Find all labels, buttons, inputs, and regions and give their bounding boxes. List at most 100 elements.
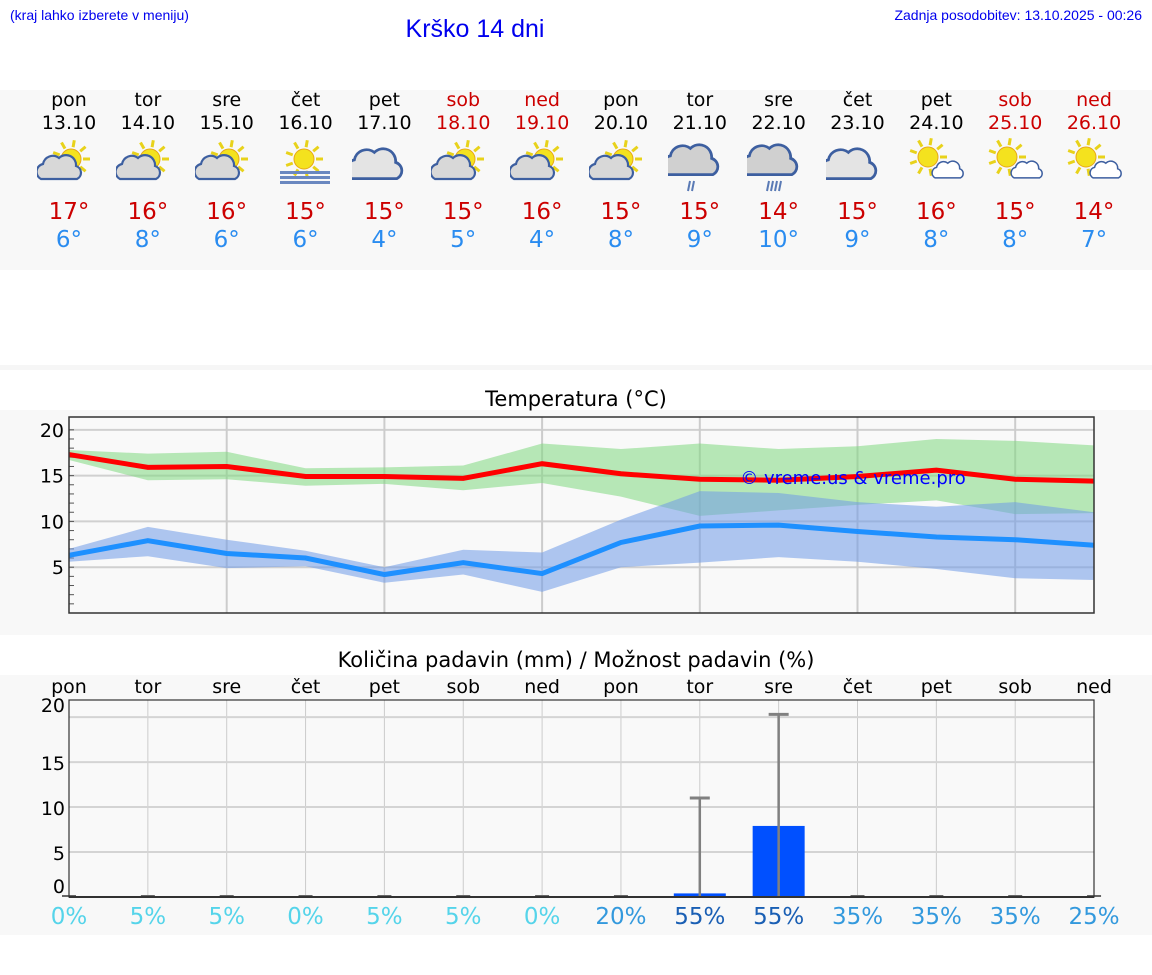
weather-icon	[423, 135, 503, 191]
max-temperature: 15°	[837, 199, 878, 225]
precip-day-name: sob	[446, 676, 481, 698]
max-temperature-range-band	[69, 438, 1095, 516]
day-date: 22.10	[751, 112, 806, 134]
max-temperature: 14°	[1073, 199, 1115, 225]
precip-day-name: pon	[603, 676, 639, 698]
max-temperature: 14°	[758, 199, 800, 225]
page-title: Krško 14 dni	[405, 15, 545, 43]
mostly-sunny-icon	[909, 138, 965, 179]
precip-day-name: čet	[842, 676, 873, 698]
day-date: 20.10	[593, 112, 649, 134]
precip-day-name: sre	[764, 676, 794, 698]
max-temperature: 15°	[994, 199, 1036, 225]
day-date: 25.10	[987, 112, 1043, 134]
day-name: sob	[998, 89, 1032, 111]
min-temperature: 5°	[450, 227, 477, 253]
min-temperature: 8°	[923, 227, 950, 253]
precip-day-name: tor	[686, 676, 714, 698]
precip-day-name: sre	[212, 676, 242, 698]
y-tick-label: 5	[53, 843, 65, 865]
precip-day-name: pon	[51, 676, 87, 698]
precip-probability: 20%	[595, 904, 647, 930]
weather-icon	[660, 135, 740, 192]
min-temperature-range-band	[69, 491, 1095, 592]
day-name: pon	[51, 89, 87, 111]
min-temperature: 9°	[686, 227, 713, 253]
day-date: 17.10	[357, 112, 412, 134]
day-name: pet	[920, 89, 952, 111]
y-tick-label: 20	[40, 420, 64, 442]
min-temperature-line	[68, 522, 1095, 578]
y-tick-label: 5	[52, 557, 64, 579]
day-date: 14.10	[120, 112, 176, 134]
min-temperature: 6°	[292, 227, 319, 253]
precip-day-name: pet	[920, 676, 952, 698]
max-temperature-line	[68, 452, 1095, 484]
precip-probability: 35%	[989, 904, 1041, 930]
precip-day-name: sob	[998, 676, 1032, 698]
y-tick-label: 0	[53, 876, 65, 898]
y-tick-label: 20	[41, 695, 65, 717]
precip-probability: 5%	[129, 904, 167, 930]
location-hint[interactable]: (kraj lahko izberete v meniju)	[10, 7, 189, 23]
precip-day-name: ned	[524, 676, 560, 698]
temperature-chart-title: Temperatura (°C)	[485, 387, 667, 411]
weather-icon	[818, 135, 898, 191]
precip-day-name: tor	[134, 676, 162, 698]
day-name: čet	[290, 89, 321, 111]
day-date: 19.10	[514, 112, 570, 134]
partly-cloudy-icon	[115, 140, 169, 181]
weather-icon	[108, 135, 188, 191]
precip-probability: 55%	[753, 904, 805, 930]
precip-probability: 35%	[910, 904, 962, 930]
precip-probability: 5%	[445, 904, 482, 930]
mostly-sunny-icon	[988, 138, 1044, 179]
precip-probability: 25%	[1068, 904, 1120, 930]
day-date: 24.10	[909, 112, 964, 134]
partly-cloudy-icon	[510, 140, 564, 181]
day-date: 26.10	[1066, 112, 1122, 134]
partly-cloudy-icon	[431, 140, 485, 181]
weather-icon	[581, 135, 661, 191]
weather-icon	[502, 135, 582, 191]
min-temperature: 4°	[371, 227, 398, 253]
precipitation-chart: 20 15 10 5 0	[41, 695, 1102, 898]
max-temperature: 16°	[206, 199, 248, 225]
fog-sun-icon	[279, 140, 330, 184]
day-name: pon	[603, 89, 639, 111]
max-temperature: 17°	[48, 199, 90, 225]
precip-probability: 0%	[287, 904, 324, 930]
day-name: ned	[524, 89, 560, 111]
partly-cloudy-icon	[37, 140, 90, 181]
day-name: sre	[764, 89, 794, 111]
day-name: tor	[686, 89, 714, 111]
temperature-chart: 20 15 10 5 © vreme.us & vreme.pro	[40, 416, 1095, 614]
min-temperature: 7°	[1080, 227, 1108, 253]
precip-probability: 5%	[208, 904, 245, 930]
precip-day-name: pet	[368, 676, 400, 698]
weather-icon	[896, 135, 976, 191]
day-name: sob	[446, 89, 481, 111]
divider	[0, 365, 1152, 370]
day-name: sre	[212, 89, 242, 111]
max-temperature: 15°	[285, 199, 326, 225]
rain-icon	[746, 143, 798, 192]
precip-probability: 0%	[523, 904, 561, 930]
day-date: 21.10	[672, 112, 727, 134]
min-temperature: 8°	[134, 227, 161, 253]
min-temperature: 6°	[213, 227, 240, 253]
partly-cloudy-icon	[194, 140, 248, 181]
min-temperature: 10°	[758, 227, 800, 253]
precip-probability: 55%	[674, 904, 726, 930]
day-name: pet	[368, 89, 400, 111]
light-rain-icon	[667, 143, 719, 192]
max-temperature: 16°	[915, 199, 957, 225]
day-name: čet	[842, 89, 873, 111]
precip-probability: 0%	[50, 904, 88, 930]
max-temperature: 16°	[127, 199, 169, 225]
y-tick-label: 15	[41, 753, 65, 775]
weather-icon	[975, 135, 1055, 191]
day-date: 16.10	[278, 112, 333, 134]
weather-icon	[344, 135, 424, 191]
day-date: 18.10	[436, 112, 491, 134]
